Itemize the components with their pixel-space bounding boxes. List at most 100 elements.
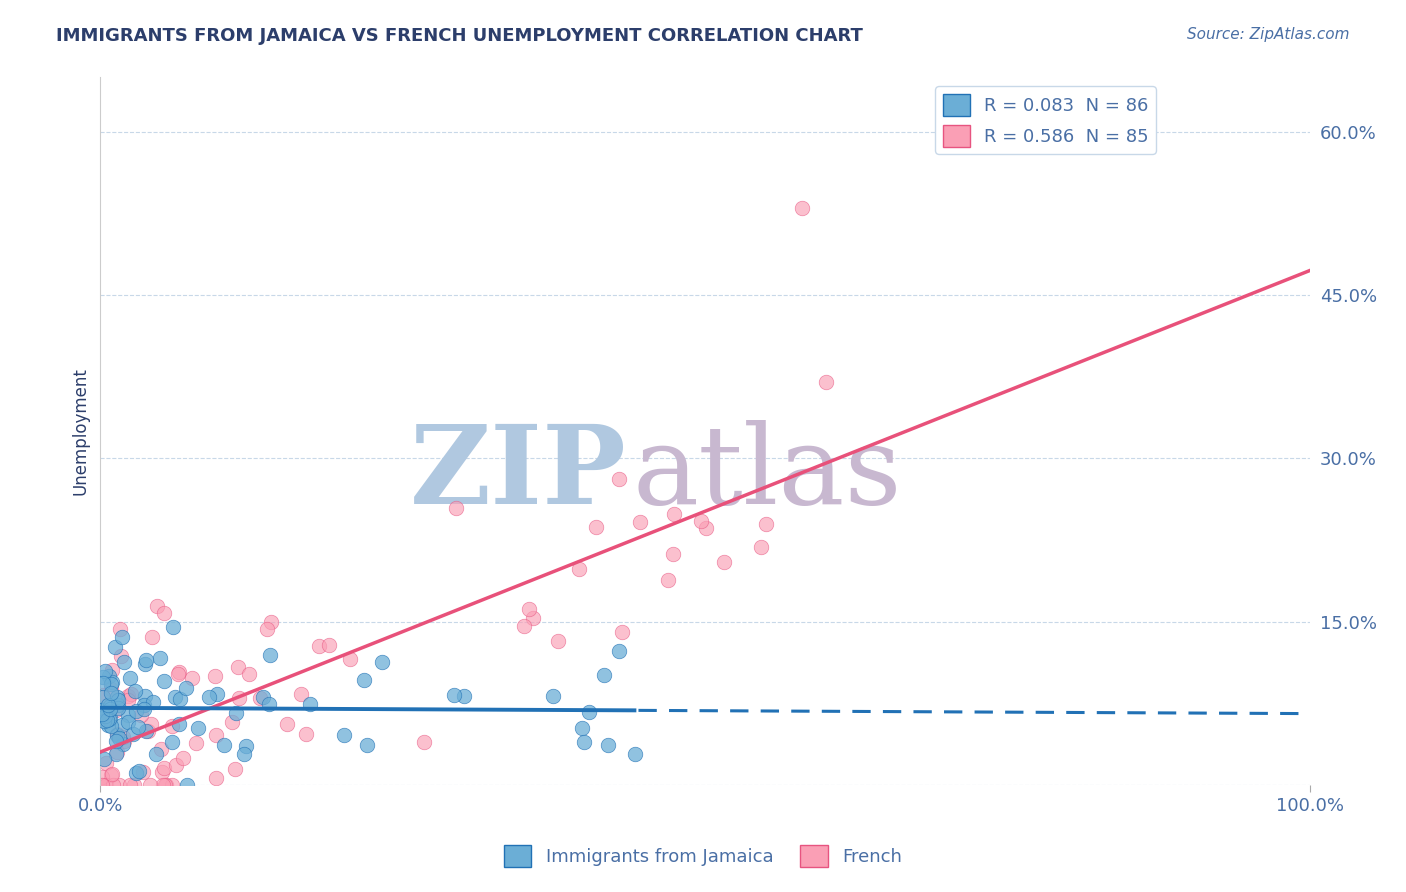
Point: [187, 722, 209, 736]
Point: [370, 655, 392, 669]
Point: [112, 738, 135, 752]
Point: [117, 714, 139, 729]
Point: [290, 687, 312, 701]
Point: [100, 677, 122, 691]
Point: [104, 747, 127, 761]
Point: [353, 673, 375, 687]
Point: [94, 756, 117, 770]
Point: [160, 778, 183, 792]
Text: Source: ZipAtlas.com: Source: ZipAtlas.com: [1187, 27, 1350, 42]
Point: [623, 747, 645, 761]
Point: [118, 671, 141, 685]
Point: [101, 767, 124, 781]
Point: [131, 765, 153, 780]
Point: [108, 731, 131, 745]
Point: [662, 507, 685, 521]
Point: [120, 687, 142, 701]
Point: [517, 602, 540, 616]
Point: [339, 651, 361, 665]
Text: ZIP: ZIP: [409, 420, 627, 527]
Point: [125, 704, 148, 718]
Point: [131, 708, 153, 723]
Point: [117, 689, 139, 703]
Point: [308, 639, 330, 653]
Point: [135, 723, 157, 738]
Point: [153, 674, 176, 689]
Point: [790, 201, 813, 215]
Point: [103, 778, 125, 792]
Point: [513, 619, 536, 633]
Point: [174, 681, 197, 696]
Point: [276, 716, 298, 731]
Point: [198, 690, 221, 705]
Text: IMMIGRANTS FROM JAMAICA VS FRENCH UNEMPLOYMENT CORRELATION CHART: IMMIGRANTS FROM JAMAICA VS FRENCH UNEMPL…: [56, 27, 863, 45]
Point: [186, 736, 208, 750]
Point: [96, 713, 118, 727]
Point: [543, 690, 565, 704]
Point: [90, 689, 112, 703]
Point: [233, 747, 256, 762]
Point: [124, 684, 146, 698]
Point: [162, 620, 184, 634]
Point: [356, 738, 378, 752]
Point: [152, 606, 174, 620]
Text: atlas: atlas: [633, 420, 903, 527]
Point: [167, 665, 190, 679]
Point: [574, 735, 596, 749]
Point: [127, 720, 149, 734]
Point: [105, 690, 128, 704]
Point: [107, 698, 129, 713]
Point: [134, 702, 156, 716]
Point: [295, 727, 318, 741]
Point: [98, 702, 121, 716]
Point: [98, 711, 121, 725]
Point: [176, 778, 198, 792]
Point: [443, 689, 465, 703]
Legend: R = 0.083  N = 86, R = 0.586  N = 85: R = 0.083 N = 86, R = 0.586 N = 85: [935, 87, 1156, 154]
Point: [180, 671, 202, 685]
Point: [657, 573, 679, 587]
Point: [153, 761, 176, 775]
Point: [98, 712, 121, 726]
Point: [138, 724, 160, 739]
Point: [110, 623, 132, 637]
Point: [145, 599, 167, 613]
Point: [135, 653, 157, 667]
Point: [163, 690, 186, 704]
Point: [167, 667, 190, 681]
Point: [547, 634, 569, 648]
Point: [690, 514, 713, 528]
Point: [91, 675, 114, 690]
Point: [259, 648, 281, 663]
Point: [169, 692, 191, 706]
Point: [152, 778, 174, 792]
Point: [110, 648, 132, 663]
Point: [141, 630, 163, 644]
Point: [97, 718, 120, 732]
Point: [105, 733, 128, 747]
Point: [101, 674, 124, 689]
Point: [695, 521, 717, 535]
Point: [607, 644, 630, 658]
Point: [204, 669, 226, 683]
Point: [333, 728, 356, 742]
Point: [205, 772, 228, 786]
Point: [628, 515, 651, 529]
Point: [91, 670, 114, 684]
Point: [252, 690, 274, 704]
Point: [662, 547, 685, 561]
Point: [105, 727, 128, 741]
Point: [249, 690, 271, 705]
Point: [412, 735, 434, 749]
Point: [117, 708, 139, 723]
Point: [104, 640, 127, 654]
Point: [260, 615, 283, 629]
Point: [568, 562, 591, 576]
Point: [104, 703, 127, 717]
Point: [100, 767, 122, 781]
Point: [118, 778, 141, 792]
Point: [112, 730, 135, 744]
Point: [107, 701, 129, 715]
Point: [713, 555, 735, 569]
Point: [226, 660, 249, 674]
